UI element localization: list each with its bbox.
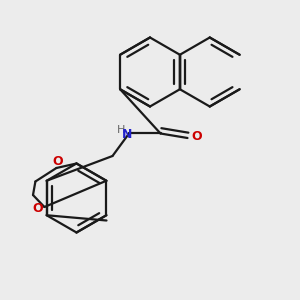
Text: N: N: [122, 128, 133, 141]
Text: O: O: [191, 130, 202, 143]
Text: O: O: [32, 202, 43, 215]
Text: O: O: [52, 155, 63, 168]
Text: H: H: [116, 125, 125, 135]
